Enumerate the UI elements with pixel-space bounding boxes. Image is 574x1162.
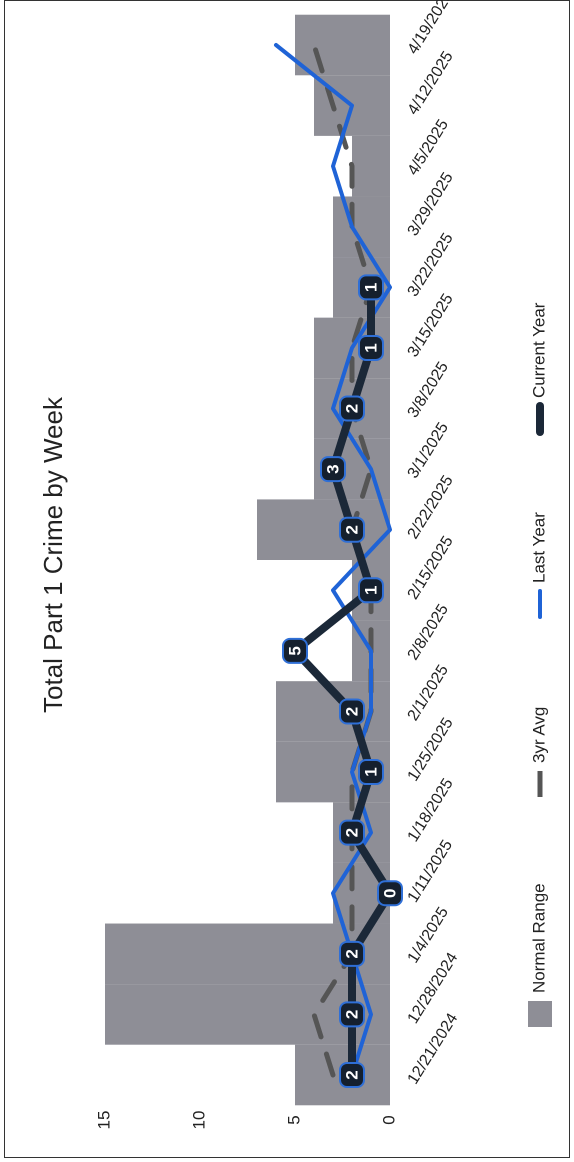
data-point bbox=[358, 577, 384, 604]
data-label: 2 bbox=[342, 707, 361, 716]
data-point bbox=[339, 1062, 365, 1088]
x-tick-label: 3/22/2025 bbox=[405, 230, 457, 299]
data-label: 2 bbox=[342, 949, 361, 958]
x-tick-label: 4/12/2025 bbox=[405, 48, 457, 117]
data-label: 3 bbox=[323, 464, 342, 473]
range-bar bbox=[276, 741, 390, 803]
data-point bbox=[339, 516, 365, 543]
data-label: 1 bbox=[361, 767, 380, 776]
x-tick-label: 2/22/2025 bbox=[405, 473, 457, 542]
data-label: 2 bbox=[342, 1010, 361, 1019]
y-tick-label: 5 bbox=[284, 1115, 303, 1124]
data-label: 0 bbox=[380, 889, 399, 898]
x-tick-label: 2/8/2025 bbox=[405, 601, 452, 663]
data-point bbox=[358, 274, 384, 301]
x-tick-label: 1/11/2025 bbox=[405, 837, 457, 905]
range-bar bbox=[352, 135, 390, 197]
x-tick-label: 2/15/2025 bbox=[405, 533, 457, 602]
x-tick-label: 3/1/2025 bbox=[405, 420, 452, 482]
x-tick-label: 1/18/2025 bbox=[405, 776, 457, 845]
data-point bbox=[282, 637, 308, 664]
data-point bbox=[339, 395, 365, 422]
data-label: 1 bbox=[361, 586, 380, 595]
legend-label: Last Year bbox=[529, 512, 548, 583]
x-tick-label: 3/8/2025 bbox=[405, 359, 452, 421]
data-point bbox=[358, 334, 384, 361]
y-tick-label: 10 bbox=[189, 1111, 208, 1130]
x-tick-label: 1/25/2025 bbox=[405, 715, 457, 784]
data-point bbox=[339, 698, 365, 725]
x-tick-label: 4/5/2025 bbox=[405, 117, 452, 179]
x-tick-label: 3/29/2025 bbox=[405, 170, 457, 239]
page-frame bbox=[4, 0, 570, 1158]
legend-label: Current Year bbox=[529, 302, 548, 398]
data-point bbox=[339, 819, 365, 846]
data-label: 5 bbox=[285, 646, 304, 655]
data-label: 2 bbox=[342, 404, 361, 413]
data-point bbox=[377, 880, 403, 907]
data-label: 1 bbox=[361, 283, 380, 292]
legend-label: 3yr Avg bbox=[529, 707, 548, 763]
range-bar bbox=[295, 14, 390, 76]
range-bar bbox=[314, 438, 390, 500]
range-bar bbox=[333, 196, 390, 258]
legend-swatch bbox=[528, 1001, 552, 1027]
x-tick-label: 3/15/2025 bbox=[405, 291, 457, 360]
data-label: 2 bbox=[342, 525, 361, 534]
data-point bbox=[320, 456, 346, 483]
data-label: 2 bbox=[342, 1070, 361, 1079]
data-point bbox=[339, 940, 365, 967]
y-tick-label: 15 bbox=[94, 1111, 113, 1130]
x-tick-label: 4/19/2025 bbox=[405, 0, 457, 57]
data-point bbox=[358, 759, 384, 786]
data-point bbox=[339, 1001, 365, 1028]
y-tick-label: 0 bbox=[379, 1115, 398, 1124]
legend-label: Normal Range bbox=[529, 883, 548, 993]
data-label: 2 bbox=[342, 828, 361, 837]
data-label: 1 bbox=[361, 343, 380, 352]
range-bar bbox=[105, 923, 390, 985]
range-bar bbox=[333, 862, 390, 924]
x-tick-label: 2/1/2025 bbox=[405, 662, 452, 724]
range-bar bbox=[276, 681, 390, 742]
chart-title: Total Part 1 Crime by Week bbox=[38, 396, 68, 713]
